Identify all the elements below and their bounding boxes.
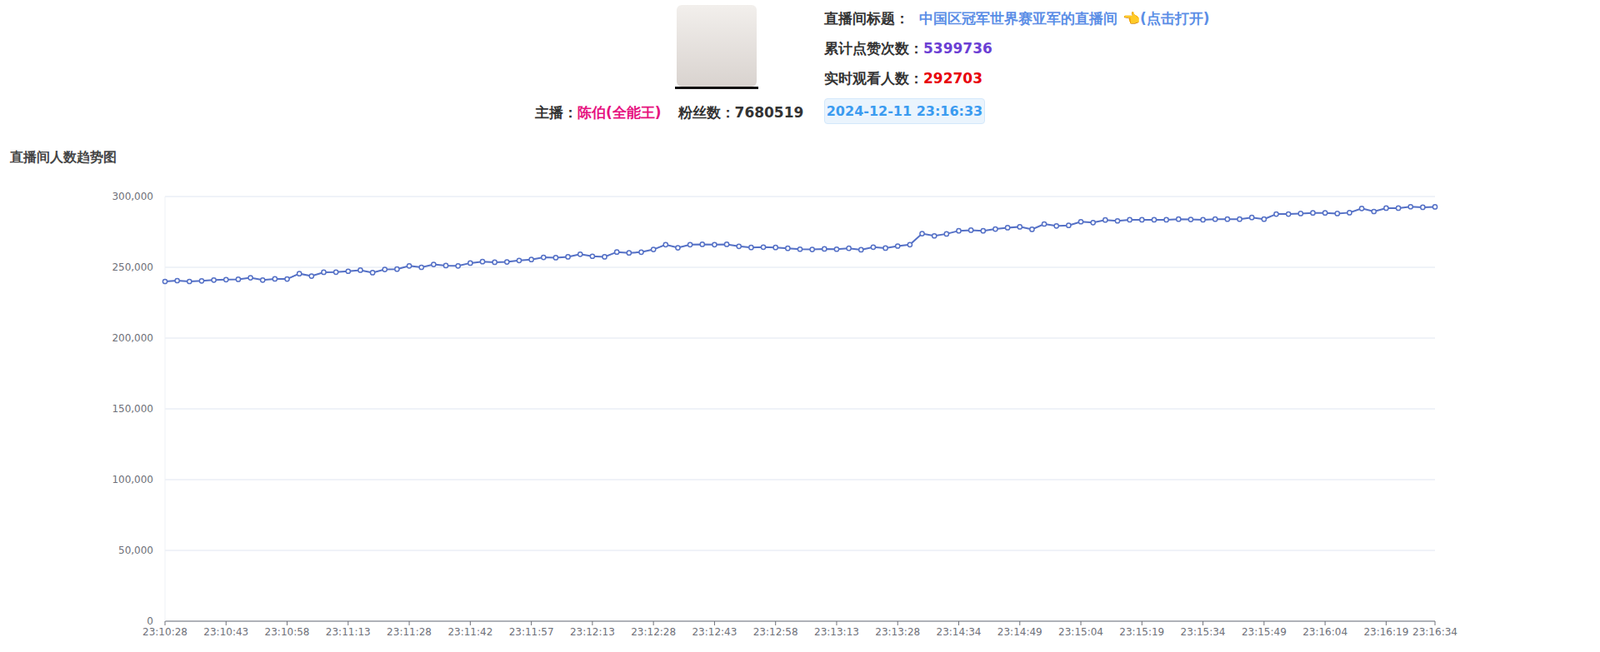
svg-text:100,000: 100,000 [111,474,154,486]
svg-text:23:16:34: 23:16:34 [1412,626,1458,639]
svg-text:23:13:13: 23:13:13 [814,626,860,639]
svg-text:23:15:04: 23:15:04 [1058,626,1104,639]
svg-text:23:10:28: 23:10:28 [142,626,188,639]
svg-text:200,000: 200,000 [111,332,154,345]
svg-text:23:16:04: 23:16:04 [1302,626,1348,639]
svg-text:23:12:28: 23:12:28 [630,626,676,639]
svg-text:250,000: 250,000 [111,261,154,274]
svg-text:23:15:19: 23:15:19 [1119,626,1165,639]
svg-text:23:11:28: 23:11:28 [386,626,432,639]
svg-text:23:13:28: 23:13:28 [875,626,920,639]
svg-text:23:12:13: 23:12:13 [570,626,615,639]
svg-text:23:10:58: 23:10:58 [265,626,310,639]
svg-text:23:14:34: 23:14:34 [936,626,982,639]
svg-text:23:11:42: 23:11:42 [447,626,493,639]
html-text:主播：陈伯(全能王): 主播：陈伯(全能王) [535,104,662,121]
svg-text:50,000: 50,000 [118,545,154,557]
html-text:中国区冠军世界赛亚军的直播间 👈(点击打开): 中国区冠军世界赛亚军的直播间 👈(点击打开) [919,10,1210,27]
svg-text:23:12:58: 23:12:58 [753,626,799,639]
html-text:直播间人数趋势图: 直播间人数趋势图 [10,149,117,165]
svg-text:23:16:19: 23:16:19 [1363,626,1409,639]
svg-text:23:11:57: 23:11:57 [509,626,555,639]
html-text:累计点赞次数：5399736: 累计点赞次数：5399736 [824,40,993,57]
svg-text:23:11:13: 23:11:13 [325,626,371,639]
html-text:直播间标题：: 直播间标题： [824,10,910,27]
html-text:实时观看人数：292703: 实时观看人数：292703 [824,70,983,87]
svg-text:23:15:34: 23:15:34 [1180,626,1226,639]
html-text:粉丝数：7680519: 粉丝数：7680519 [677,104,804,121]
svg-text:23:12:43: 23:12:43 [691,626,737,639]
html-text:2024-12-11 23:16:33: 2024-12-11 23:16:33 [826,103,983,120]
svg-text:23:14:49: 23:14:49 [997,626,1043,639]
svg-text:300,000: 300,000 [111,190,154,203]
svg-text:150,000: 150,000 [111,403,154,415]
svg-text:23:15:49: 23:15:49 [1241,626,1287,639]
svg-text:0: 0 [146,615,154,628]
svg-text:23:10:43: 23:10:43 [203,626,249,639]
